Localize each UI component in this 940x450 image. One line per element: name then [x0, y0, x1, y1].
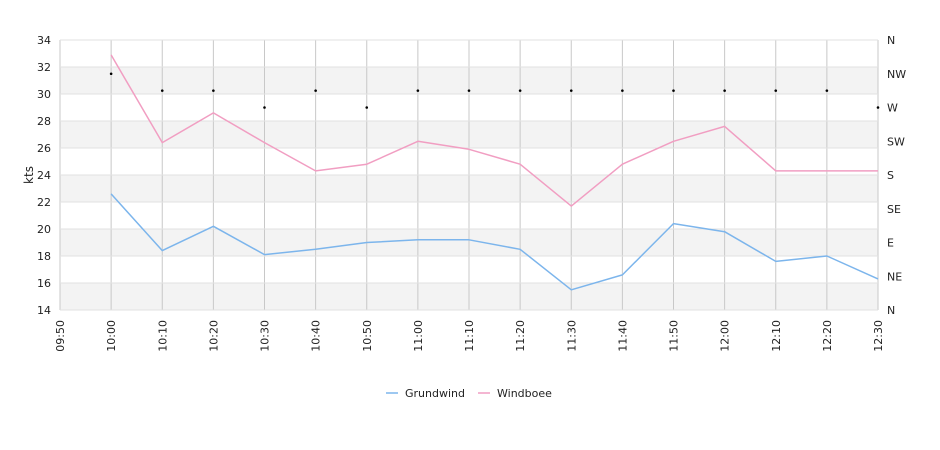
y-tick-label: 32	[37, 61, 51, 74]
wind-direction-point	[723, 89, 726, 92]
x-tick-label: 10:40	[310, 320, 323, 352]
wind-direction-point	[109, 72, 113, 76]
y-axis-ticks: 14 16 18 20 22 24 26 28 30 32 34	[37, 34, 51, 317]
x-tick-label: 11:40	[616, 320, 629, 352]
wind-direction-point	[416, 89, 420, 92]
x-tick-label: 11:10	[463, 320, 476, 352]
y-tick-label: 20	[37, 223, 51, 236]
x-tick-label: 12:00	[719, 320, 732, 352]
wind-direction-point	[263, 106, 266, 109]
direction-tick-label: W	[887, 102, 898, 115]
x-tick-label: 09:50	[54, 320, 67, 352]
x-tick-label: 11:20	[514, 320, 527, 352]
direction-tick-label: SW	[887, 135, 905, 148]
wind-direction-point	[160, 89, 164, 92]
direction-tick-label: S	[887, 169, 894, 182]
wind-direction-point	[518, 89, 522, 92]
legend: Grundwind Windboee	[386, 387, 552, 400]
x-tick-label: 10:50	[361, 320, 374, 352]
direction-tick-label: E	[887, 237, 894, 250]
x-tick-label: 10:10	[156, 320, 169, 352]
x-tick-label: 12:10	[770, 320, 783, 352]
series-layer	[110, 54, 879, 291]
direction-axis-ticks: N NE E SE S SW W NW N	[887, 34, 906, 317]
y-tick-label: 18	[37, 250, 51, 263]
wind-direction-point	[621, 89, 624, 92]
wind-direction-points	[109, 72, 880, 109]
y-tick-label: 14	[37, 304, 51, 317]
x-tick-label: 10:20	[207, 320, 220, 352]
horizontal-gridlines	[60, 39, 878, 311]
x-tick-label: 12:20	[821, 320, 834, 352]
direction-tick-label: NE	[887, 270, 902, 283]
y-tick-label: 16	[37, 277, 51, 290]
wind-direction-point	[825, 89, 829, 92]
legend-item-grundwind[interactable]: Grundwind	[386, 387, 465, 400]
y-axis-title: kts	[22, 166, 36, 184]
wind-direction-point	[774, 89, 778, 92]
legend-label: Grundwind	[405, 387, 465, 400]
series-line-windboee	[110, 54, 878, 207]
y-tick-label: 24	[37, 169, 51, 182]
y-tick-label: 28	[37, 115, 51, 128]
x-tick-label: 10:30	[259, 320, 272, 352]
x-axis-ticks: 09:50 10:00 10:10 10:20 10:30 10:40 10:50 11:00…	[54, 320, 885, 352]
wind-direction-point	[314, 89, 317, 92]
x-tick-label: 12:30	[872, 320, 885, 352]
direction-tick-label: N	[887, 34, 895, 47]
wind-direction-point	[876, 106, 880, 109]
x-tick-label: 10:00	[105, 320, 118, 352]
wind-direction-point	[365, 106, 369, 109]
x-tick-label: 11:50	[668, 320, 681, 352]
wind-direction-point	[467, 89, 471, 92]
x-tick-label: 11:00	[412, 320, 425, 352]
y-tick-label: 34	[37, 34, 51, 47]
direction-tick-label: N	[887, 304, 895, 317]
y-tick-label: 30	[37, 88, 51, 101]
legend-label: Windboee	[497, 387, 552, 400]
wind-direction-point	[672, 89, 675, 92]
series-line-grundwind	[110, 193, 879, 291]
direction-tick-label: SE	[887, 203, 901, 216]
wind-direction-point	[212, 89, 215, 92]
legend-item-windboee[interactable]: Windboee	[478, 387, 552, 400]
y-tick-label: 22	[37, 196, 51, 209]
y-tick-label: 26	[37, 142, 51, 155]
direction-tick-label: NW	[887, 68, 906, 81]
x-tick-label: 11:30	[565, 320, 578, 352]
wind-direction-point	[569, 89, 573, 92]
